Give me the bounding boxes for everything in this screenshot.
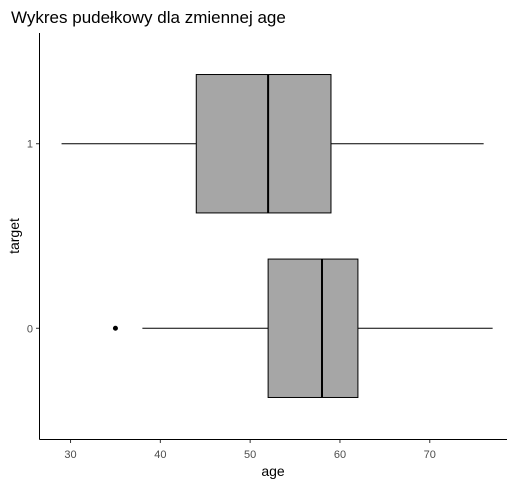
- x-tick-label: 60: [334, 449, 346, 461]
- x-tick-label: 40: [154, 449, 166, 461]
- y-axis-ticks: 01: [27, 139, 39, 335]
- outlier-point: [112, 325, 118, 331]
- plot-area: [61, 74, 493, 398]
- chart-title: Wykres pudełkowy dla zmiennej age: [11, 8, 286, 27]
- iqr-box: [267, 258, 359, 398]
- y-tick-label: 1: [27, 139, 33, 151]
- y-tick-label: 0: [27, 323, 33, 335]
- x-tick-label: 30: [64, 449, 76, 461]
- y-axis-title: target: [6, 218, 22, 254]
- iqr-box: [195, 74, 332, 214]
- x-axis-title: age: [261, 463, 285, 479]
- x-tick-label: 50: [244, 449, 256, 461]
- x-axis-ticks: 30 40 50 60 70: [64, 440, 436, 461]
- box-group-target-0: [112, 258, 493, 398]
- x-tick-label: 70: [424, 449, 436, 461]
- box-group-target-1: [61, 74, 484, 214]
